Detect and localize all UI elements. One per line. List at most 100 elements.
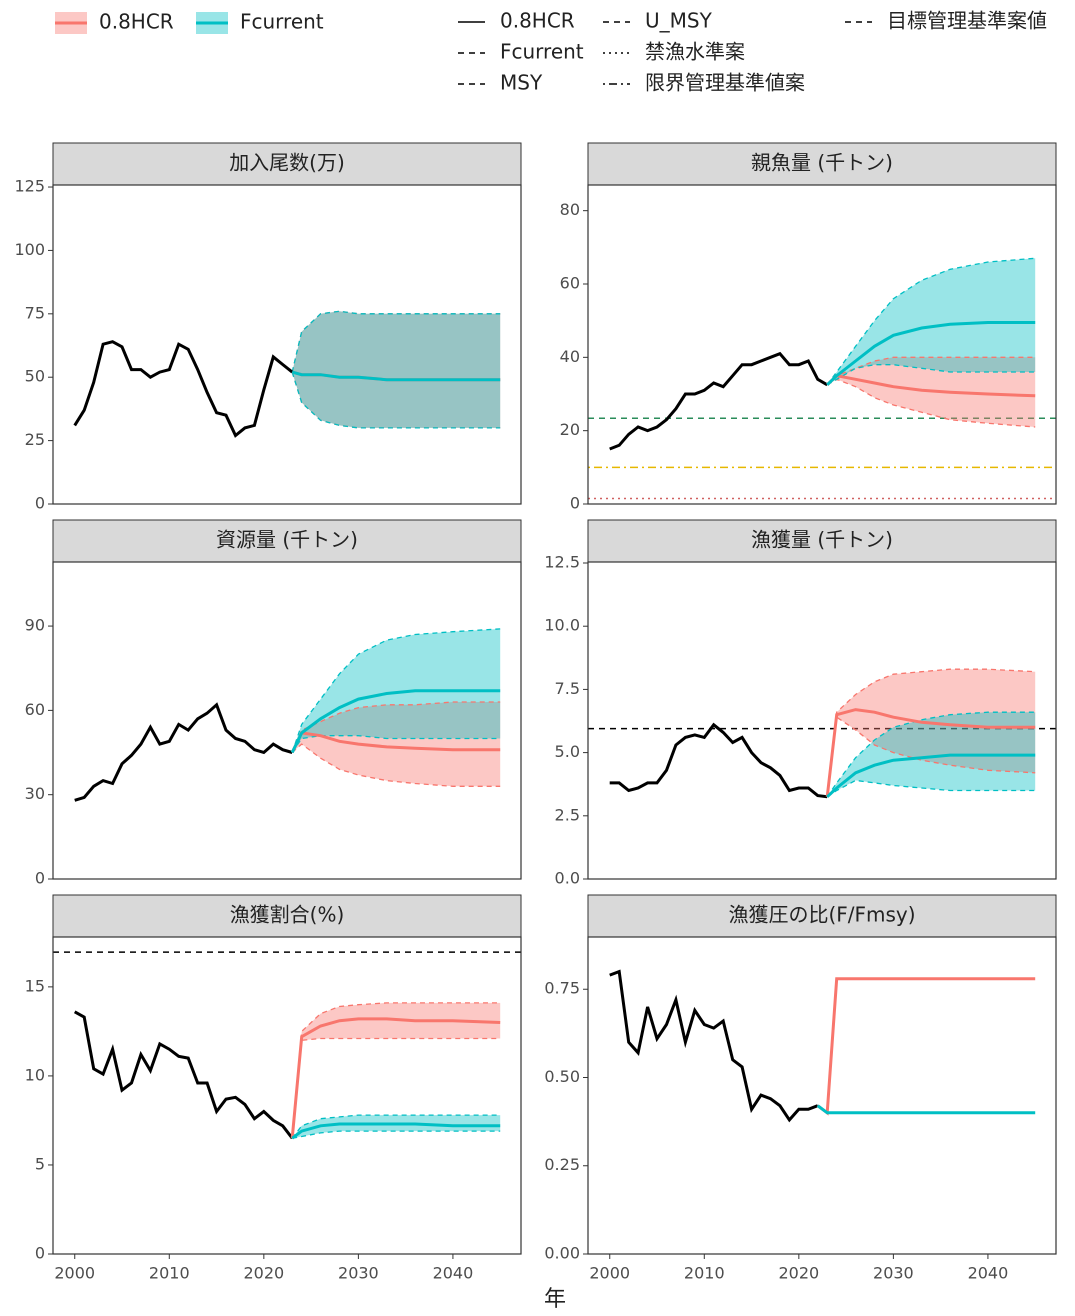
y-tick-label: 80 bbox=[560, 200, 580, 219]
band bbox=[292, 1115, 501, 1139]
band-bound bbox=[826, 711, 1036, 798]
strip bbox=[587, 894, 1057, 938]
y-tick-label: 25 bbox=[25, 430, 45, 449]
median-line bbox=[826, 753, 1036, 798]
strip bbox=[52, 894, 522, 938]
strip bbox=[52, 142, 522, 186]
x-tick-label: 2010 bbox=[684, 1264, 725, 1283]
legend-label: 0.8HCR bbox=[99, 10, 174, 34]
band-bound bbox=[826, 716, 1036, 797]
y-tick-label: 2.5 bbox=[555, 805, 580, 824]
median-line bbox=[291, 1122, 501, 1140]
legend-label: Fcurrent bbox=[500, 40, 584, 64]
y-tick-label: 0 bbox=[35, 494, 45, 513]
x-tick-label: 2030 bbox=[873, 1264, 914, 1283]
y-tick-label: 40 bbox=[560, 347, 580, 366]
band-bound bbox=[291, 628, 501, 753]
y-tick-label: 0.75 bbox=[544, 979, 580, 998]
history-line bbox=[73, 1010, 294, 1140]
band-bound bbox=[291, 1037, 501, 1139]
x-tick-label: 2030 bbox=[338, 1264, 379, 1283]
x-tick-label: 2010 bbox=[149, 1264, 190, 1283]
y-tick-label: 0 bbox=[35, 869, 45, 888]
median-line bbox=[816, 1104, 1036, 1115]
legend-label: Fcurrent bbox=[240, 10, 324, 34]
median-line bbox=[290, 1017, 501, 1139]
panel-border bbox=[52, 561, 522, 880]
history-line bbox=[609, 722, 828, 799]
panel-border bbox=[52, 184, 522, 505]
median-line bbox=[290, 731, 501, 754]
x-tick-label: 2000 bbox=[589, 1264, 630, 1283]
band-bound bbox=[291, 371, 501, 429]
median-line bbox=[291, 370, 501, 382]
history-line bbox=[74, 702, 293, 802]
x-tick-label: 2040 bbox=[433, 1264, 474, 1283]
band-bound bbox=[291, 743, 501, 787]
y-tick-label: 100 bbox=[14, 240, 45, 259]
y-tick-label: 90 bbox=[25, 616, 45, 635]
y-tick-label: 5 bbox=[35, 1154, 45, 1173]
y-tick-label: 10.0 bbox=[544, 616, 580, 635]
band bbox=[292, 311, 501, 428]
median-line bbox=[290, 689, 501, 754]
panel-border bbox=[587, 184, 1057, 505]
panel-border bbox=[587, 561, 1057, 880]
band bbox=[292, 628, 501, 753]
band bbox=[292, 702, 501, 787]
median-line bbox=[826, 374, 1036, 398]
y-tick-label: 125 bbox=[14, 177, 45, 196]
panel-title: 漁獲量 (千トン) bbox=[751, 528, 893, 552]
x-tick-label: 2020 bbox=[778, 1264, 819, 1283]
panel-border bbox=[52, 936, 522, 1255]
band-bound bbox=[826, 378, 1036, 428]
y-tick-label: 5.0 bbox=[555, 742, 580, 761]
legend-label: MSY bbox=[500, 71, 543, 95]
y-tick-label: 12.5 bbox=[544, 553, 580, 572]
legend-label: 禁漁水準案 bbox=[645, 40, 745, 64]
band-bound bbox=[826, 257, 1036, 386]
band-bound bbox=[292, 1130, 501, 1139]
strip bbox=[587, 142, 1057, 186]
legend-label: U_MSY bbox=[645, 9, 713, 33]
y-tick-label: 30 bbox=[25, 784, 45, 803]
band bbox=[827, 712, 1036, 797]
band-bound bbox=[826, 779, 1036, 798]
y-tick-label: 0 bbox=[35, 1244, 45, 1263]
band bbox=[827, 669, 1036, 797]
band-bound bbox=[826, 668, 1036, 797]
history-line bbox=[73, 340, 294, 438]
median-line bbox=[816, 977, 1036, 1116]
x-tick-label: 2000 bbox=[54, 1264, 95, 1283]
strip bbox=[587, 519, 1057, 563]
history-line bbox=[609, 351, 828, 451]
x-tick-label: 2020 bbox=[243, 1264, 284, 1283]
y-tick-label: 20 bbox=[560, 420, 580, 439]
median-line bbox=[826, 321, 1036, 386]
x-axis-title: 年 bbox=[544, 1287, 566, 1312]
history-line bbox=[609, 969, 819, 1123]
y-tick-label: 15 bbox=[25, 976, 45, 995]
y-tick-label: 0.25 bbox=[544, 1155, 580, 1174]
y-tick-label: 7.5 bbox=[555, 679, 580, 698]
median-line bbox=[825, 708, 1036, 797]
strip bbox=[52, 519, 522, 563]
panel-title: 親魚量 (千トン) bbox=[751, 151, 893, 175]
band-bound bbox=[291, 1114, 501, 1139]
y-tick-label: 10 bbox=[25, 1065, 45, 1084]
band-bound bbox=[291, 735, 501, 753]
band-bound bbox=[826, 356, 1036, 386]
y-tick-label: 0.50 bbox=[544, 1067, 580, 1086]
panel-title: 漁獲圧の比(F/Fmsy) bbox=[728, 903, 915, 927]
panel-title: 漁獲割合(%) bbox=[230, 903, 345, 927]
y-tick-label: 0 bbox=[570, 494, 580, 513]
x-tick-label: 2040 bbox=[968, 1264, 1009, 1283]
legend-label: 0.8HCR bbox=[500, 9, 575, 33]
y-tick-label: 75 bbox=[25, 303, 45, 322]
panel-border bbox=[587, 936, 1057, 1255]
legend-label: 限界管理基準値案 bbox=[645, 71, 805, 95]
band bbox=[827, 258, 1036, 385]
y-tick-label: 60 bbox=[560, 274, 580, 293]
y-tick-label: 0.00 bbox=[544, 1244, 580, 1263]
